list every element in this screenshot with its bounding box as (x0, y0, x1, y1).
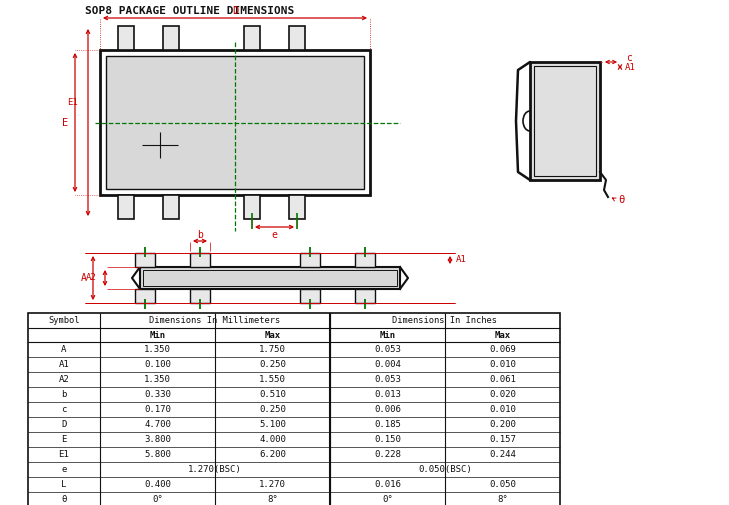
Bar (28, 313, 560, 505)
Text: 0.053: 0.053 (374, 375, 401, 384)
Text: e: e (61, 465, 66, 474)
Text: A: A (61, 345, 66, 354)
Bar (163, 26, 179, 50)
Text: 0°: 0° (152, 495, 163, 504)
Text: 0.400: 0.400 (144, 480, 171, 489)
Text: b: b (61, 390, 66, 399)
Text: 0.185: 0.185 (374, 420, 401, 429)
Bar (190, 289, 210, 303)
Text: 0.013: 0.013 (374, 390, 401, 399)
Text: E1: E1 (58, 450, 69, 459)
Text: Symbol: Symbol (48, 316, 79, 325)
Text: 0.010: 0.010 (489, 360, 516, 369)
Text: 1.750: 1.750 (259, 345, 286, 354)
Bar (530, 62, 600, 180)
Text: b: b (197, 230, 203, 240)
Text: θ: θ (618, 195, 624, 205)
Text: 1.270: 1.270 (259, 480, 286, 489)
Text: 0.016: 0.016 (374, 480, 401, 489)
Bar (244, 195, 260, 219)
Text: Min: Min (149, 330, 165, 339)
Bar (190, 253, 210, 267)
Text: 6.200: 6.200 (259, 450, 286, 459)
Text: L: L (61, 480, 66, 489)
Text: E: E (61, 435, 66, 444)
Text: θ: θ (61, 495, 66, 504)
Text: 0.150: 0.150 (374, 435, 401, 444)
Bar (118, 26, 134, 50)
Bar (143, 270, 397, 286)
Text: 0.053: 0.053 (374, 345, 401, 354)
Text: 0.050: 0.050 (489, 480, 516, 489)
Text: A1: A1 (456, 256, 467, 265)
Bar (118, 195, 134, 219)
Text: 0°: 0° (382, 495, 393, 504)
Text: Dimensions In Inches: Dimensions In Inches (392, 316, 497, 325)
Text: c: c (626, 53, 632, 63)
Text: 0.330: 0.330 (144, 390, 171, 399)
Text: Dimensions In Millimeters: Dimensions In Millimeters (149, 316, 281, 325)
Text: D: D (61, 420, 66, 429)
Text: D: D (232, 6, 238, 16)
Bar (355, 289, 375, 303)
Bar (300, 253, 320, 267)
Text: SOP8 PACKAGE OUTLINE DIMENSIONS: SOP8 PACKAGE OUTLINE DIMENSIONS (85, 6, 295, 16)
Text: 1.550: 1.550 (259, 375, 286, 384)
Text: 3.800: 3.800 (144, 435, 171, 444)
Text: 0.061: 0.061 (489, 375, 516, 384)
Text: A1: A1 (58, 360, 69, 369)
Text: 0.100: 0.100 (144, 360, 171, 369)
Bar (534, 66, 596, 176)
Bar (300, 289, 320, 303)
Text: 0.069: 0.069 (489, 345, 516, 354)
Text: 5.100: 5.100 (259, 420, 286, 429)
Bar (289, 195, 305, 219)
Bar (100, 50, 370, 195)
Text: 1.270(BSC): 1.270(BSC) (188, 465, 242, 474)
Bar (135, 253, 155, 267)
Text: 0.200: 0.200 (489, 420, 516, 429)
Text: 0.050(BSC): 0.050(BSC) (418, 465, 472, 474)
Text: A1: A1 (625, 63, 636, 72)
Text: 1.350: 1.350 (144, 375, 171, 384)
Text: 0.010: 0.010 (489, 405, 516, 414)
Text: A: A (81, 273, 87, 283)
Text: e: e (272, 230, 278, 240)
Text: Max: Max (494, 330, 510, 339)
Text: 0.510: 0.510 (259, 390, 286, 399)
Bar (135, 289, 155, 303)
Text: 0.020: 0.020 (489, 390, 516, 399)
Text: 5.800: 5.800 (144, 450, 171, 459)
Text: 0.244: 0.244 (489, 450, 516, 459)
Text: 4.000: 4.000 (259, 435, 286, 444)
Text: 0.250: 0.250 (259, 360, 286, 369)
Text: E1: E1 (67, 98, 78, 107)
Text: 0.006: 0.006 (374, 405, 401, 414)
Text: 8°: 8° (497, 495, 508, 504)
Text: 0.004: 0.004 (374, 360, 401, 369)
Text: 0.228: 0.228 (374, 450, 401, 459)
Text: A2: A2 (86, 274, 97, 282)
Text: 0.250: 0.250 (259, 405, 286, 414)
Text: Min: Min (379, 330, 396, 339)
Bar (140, 267, 400, 289)
Text: c: c (61, 405, 66, 414)
Bar (244, 26, 260, 50)
Text: E: E (62, 118, 68, 127)
Text: 0.157: 0.157 (489, 435, 516, 444)
Bar (106, 56, 364, 189)
Text: 8°: 8° (267, 495, 278, 504)
Text: 4.700: 4.700 (144, 420, 171, 429)
Bar (289, 26, 305, 50)
Text: Max: Max (265, 330, 281, 339)
Bar (106, 56, 364, 189)
Bar (355, 253, 375, 267)
Text: A2: A2 (58, 375, 69, 384)
Text: 0.170: 0.170 (144, 405, 171, 414)
Bar (163, 195, 179, 219)
Text: 1.350: 1.350 (144, 345, 171, 354)
